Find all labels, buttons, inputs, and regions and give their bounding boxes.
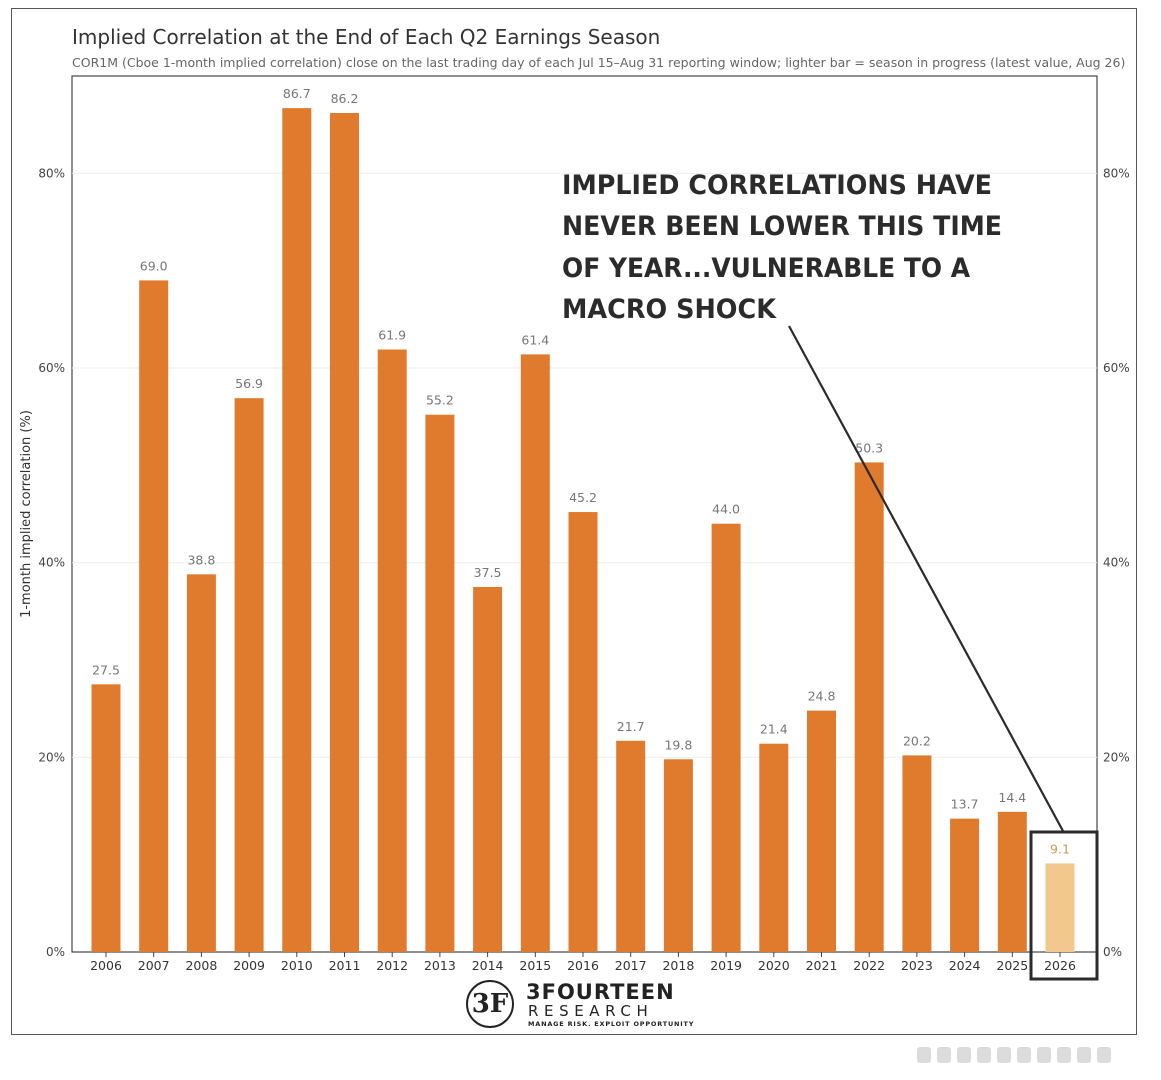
bar-2010 [282,108,312,953]
bar-2007 [139,280,169,952]
y-tick-label-left: 0% [46,945,65,959]
annotation: IMPLIED CORRELATIONS HAVE NEVER BEEN LOW… [562,170,1064,832]
highlight-box [1029,830,1099,981]
bar-2014 [473,587,503,952]
annotation-line-2: NEVER BEEN LOWER THIS TIME [562,211,1002,242]
bar-2023 [902,755,932,952]
bar-chart: 0% 0% 20% 20% 40% 40% 60% 60% 80% 80% 2006 2007 2008… [19,75,1130,981]
annotation-line-1: IMPLIED CORRELATIONS HAVE [562,170,992,201]
y-tick-label-left: 20% [38,750,65,764]
x-tick-label-2010: 2010 [281,958,313,973]
x-tick-label-2009: 2009 [233,958,265,973]
chart-frame [11,8,1137,1035]
x-tick-label-2024: 2024 [949,958,981,973]
logo-circle-icon [466,980,514,1028]
data-label-2015: 61.4 [521,332,549,347]
data-label-2022: 50.3 [855,440,883,455]
x-tick-label-2015: 2015 [519,958,551,973]
bar-2009 [234,398,264,952]
y-tick-label-left: 60% [38,361,65,375]
logo-mark: 3F [471,989,509,1019]
bar-2018 [663,759,693,952]
chart-title: Implied Correlation at the End of Each Q… [72,25,661,49]
y-axis-label: 1-month implied correlation (%) [19,410,34,618]
y-tick-label-left: 40% [38,556,65,570]
y-tick-label-right: 80% [1103,166,1130,180]
bar-2016 [568,512,598,952]
x-tick-label-2023: 2023 [901,958,933,973]
bar-2026 [1045,863,1075,952]
logo-name: 3FOURTEEN [526,980,675,1004]
y-tick-label-right: 0% [1103,945,1122,959]
x-tick-label-2026: 2026 [1044,958,1076,973]
data-label-2024: 13.7 [951,797,979,812]
y-tick-label-right: 40% [1103,556,1130,570]
bar-2013 [425,414,455,953]
data-label-2021: 24.8 [808,689,836,704]
x-tick-label-2017: 2017 [615,958,647,973]
x-tick-label-2019: 2019 [710,958,742,973]
bars: 27.5 69.0 38.8 56.9 86.7 86.2 61.9 55.2 37.5 61.4… [91,86,1075,953]
data-label-2007: 69.0 [140,258,168,273]
annotation-arrow [788,325,1064,832]
x-tick-label-2022: 2022 [853,958,885,973]
y-tick-label-left: 80% [38,166,65,180]
y-tick-label-right: 20% [1103,750,1130,764]
x-tick-label-2016: 2016 [567,958,599,973]
x-tick-label-2012: 2012 [376,958,408,973]
x-tick-label-2018: 2018 [662,958,694,973]
x-tick-label-2011: 2011 [329,958,361,973]
data-label-2006: 27.5 [92,662,120,677]
bar-2020 [759,743,789,952]
data-label-2018: 19.8 [664,737,692,752]
bar-2024 [950,818,980,952]
data-label-2012: 61.9 [378,328,406,343]
bar-2015 [520,354,550,953]
data-label-2017: 21.7 [617,719,645,734]
logo-tagline: MANAGE RISK. EXPLOIT OPPORTUNITY [528,1020,695,1028]
brand-logo: 3F 3FOURTEEN RESEARCH MANAGE RISK. EXPLO… [466,978,693,1034]
bar-2021 [807,710,836,952]
x-tick-label-2020: 2020 [758,958,790,973]
data-label-2010: 86.7 [283,86,311,101]
annotation-line-4: MACRO SHOCK [562,294,777,325]
data-label-2014: 37.5 [474,565,502,580]
data-label-2026: 9.1 [1050,841,1070,856]
axis-ticks: 0% 0% 20% 20% 40% 40% 60% 60% 80% 80% 2006 2007 2008… [38,166,1129,973]
data-label-2011: 86.2 [331,91,359,106]
chart-subtitle: COR1M (Cboe 1-month implied correlation)… [72,55,1126,70]
annotation-line-3: OF YEAR...VULNERABLE TO A [562,253,970,284]
bar-2017 [616,740,646,952]
x-tick-label-2008: 2008 [185,958,217,973]
x-tick-label-2013: 2013 [424,958,456,973]
watermark-decoration [917,1044,1147,1066]
x-tick-label-2021: 2021 [806,958,838,973]
x-tick-label-2007: 2007 [138,958,170,973]
data-label-2008: 38.8 [187,552,215,567]
data-label-2025: 14.4 [998,790,1026,805]
bar-2022 [854,462,884,952]
bar-2012 [377,349,407,952]
data-label-2016: 45.2 [569,490,597,505]
data-label-2020: 21.4 [760,722,788,737]
data-label-2009: 56.9 [235,376,263,391]
data-label-2013: 55.2 [426,393,454,408]
bar-2019 [711,523,741,952]
x-tick-label-2014: 2014 [472,958,504,973]
data-label-2019: 44.0 [712,502,740,517]
x-tick-label-2025: 2025 [996,958,1028,973]
bar-2011 [330,112,359,952]
data-label-2023: 20.2 [903,733,931,748]
x-tick-label-2006: 2006 [90,958,122,973]
bar-2006 [91,684,121,952]
y-tick-label-right: 60% [1103,361,1130,375]
logo-sub: RESEARCH [528,1002,654,1020]
bar-2008 [186,574,216,952]
bar-2025 [997,811,1027,952]
